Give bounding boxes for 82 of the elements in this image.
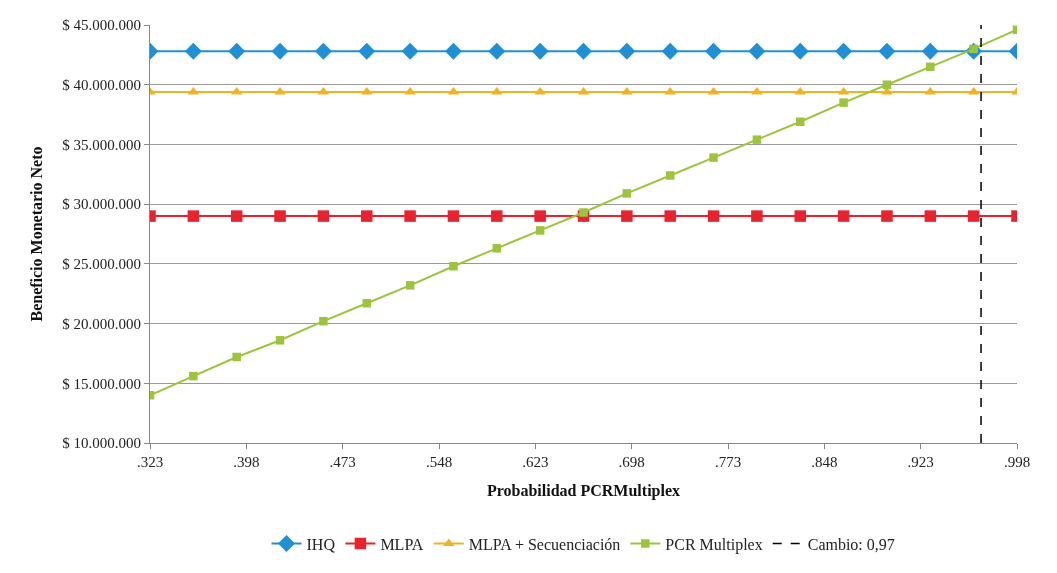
point <box>794 210 806 222</box>
legend-label: MLPA + Secuenciación <box>468 535 621 553</box>
y-tick-label: $ 10.000.000 <box>62 435 141 452</box>
point <box>664 86 676 95</box>
point <box>274 86 286 95</box>
y-axis-title: Beneficio Monetario Neto <box>28 146 46 322</box>
y-tick-label: $ 35.000.000 <box>62 136 141 153</box>
point <box>232 352 241 362</box>
legend-label: PCR Multiplex <box>665 535 763 554</box>
point <box>314 42 332 60</box>
y-tick-label: $ 30.000.000 <box>62 196 141 213</box>
point <box>709 153 718 162</box>
point <box>878 42 896 60</box>
x-tick-label: .848 <box>811 454 838 470</box>
y-tick-label: $ 20.000.000 <box>62 315 141 332</box>
point <box>618 42 636 60</box>
point <box>492 244 502 253</box>
point <box>835 42 853 60</box>
point <box>184 42 202 60</box>
point <box>189 371 198 381</box>
y-tick-label: $ 45.000.000 <box>62 17 141 34</box>
point <box>796 117 805 126</box>
x-tick-label: .698 <box>618 454 645 470</box>
point <box>447 210 460 222</box>
point <box>665 171 675 180</box>
x-tick-label: .773 <box>714 454 742 470</box>
point <box>881 210 893 222</box>
point <box>752 135 762 144</box>
point <box>751 210 763 222</box>
point <box>926 62 935 72</box>
point <box>491 210 503 222</box>
y-tick-label: $ 15.000.000 <box>62 375 141 392</box>
point <box>534 210 546 222</box>
point <box>361 210 373 222</box>
point <box>358 42 376 60</box>
x-tick-label: .473 <box>329 454 356 470</box>
point <box>748 42 766 60</box>
point <box>839 98 848 107</box>
point <box>445 42 462 60</box>
legend-label: MLPA <box>380 535 424 553</box>
point <box>921 42 939 60</box>
x-tick-label: .998 <box>1003 454 1031 470</box>
point <box>791 42 809 60</box>
point <box>187 210 200 222</box>
point <box>579 208 588 217</box>
point <box>404 210 416 222</box>
legend-label: IHQ <box>306 535 336 553</box>
x-tick-label: .398 <box>233 454 260 470</box>
point <box>319 316 328 326</box>
point <box>362 299 371 308</box>
point <box>401 42 419 60</box>
point <box>705 42 722 60</box>
point <box>228 42 246 60</box>
y-tick-label: $ 40.000.000 <box>62 76 141 93</box>
x-tick-label: .548 <box>425 454 453 470</box>
point <box>317 210 330 222</box>
point <box>621 210 633 222</box>
point <box>622 189 632 198</box>
point <box>535 226 545 235</box>
x-tick-label: .323 <box>136 454 164 470</box>
point <box>449 262 458 271</box>
x-tick-label: .623 <box>522 454 549 470</box>
point <box>405 281 415 290</box>
point <box>271 42 289 60</box>
x-tick-label: .923 <box>907 454 934 470</box>
point <box>274 210 286 222</box>
point <box>488 42 506 60</box>
point <box>491 86 503 95</box>
point <box>882 80 892 89</box>
point <box>837 210 850 222</box>
point <box>275 336 285 345</box>
y-tick-label: $ 25.000.000 <box>62 256 141 273</box>
point <box>531 42 549 60</box>
legend-label: Cambio: 0,97 <box>807 535 895 553</box>
point <box>707 210 720 222</box>
point <box>230 210 243 222</box>
point <box>967 210 980 222</box>
x-axis-title: Probabilidad PCRMultiplex <box>486 481 681 500</box>
point <box>664 210 676 222</box>
point <box>661 42 679 60</box>
point <box>575 42 592 60</box>
point <box>924 210 937 222</box>
